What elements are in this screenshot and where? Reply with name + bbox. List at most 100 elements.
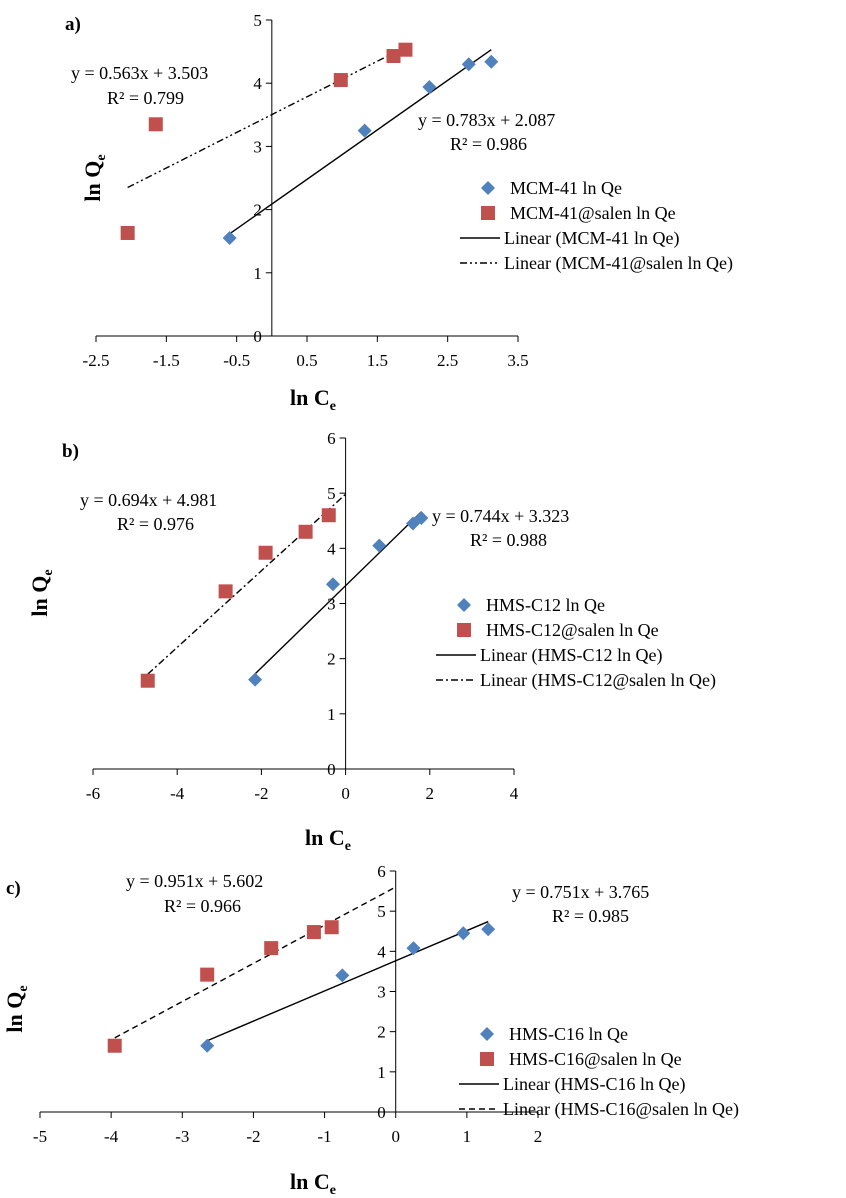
x-tick-label: 0 [341,784,350,803]
y-tick-label: 3 [327,595,336,614]
data-point-series-1 [484,54,499,69]
data-point-series-1 [357,123,372,138]
y-tick-label: 0 [377,1103,386,1122]
x-tick-label: 2 [534,1127,543,1146]
x-tick-label: -4 [104,1127,119,1146]
legend-marker [480,1027,494,1041]
y-tick-label: 5 [377,902,386,921]
data-point-series-1 [200,1038,215,1053]
data-point-series-2 [386,49,401,64]
trend-r2: R² = 0.799 [107,88,184,108]
trendline-series-1 [229,49,492,235]
legend-marker [481,206,495,220]
y-tick-label: 4 [253,74,262,93]
x-tick-label: -6 [86,784,100,803]
trend-equation: y = 0.951x + 5.602 [126,871,263,891]
data-point-series-1 [325,577,340,592]
data-point-series-2 [321,508,336,523]
data-point-series-2 [333,73,348,88]
x-tick-label: -5 [33,1127,47,1146]
x-tick-label: 4 [510,784,519,803]
data-point-series-1 [222,231,237,246]
chart-panel-2: -6 -4 -2 0 2 4 0 1 2 3 4 5 6 b) ln Ce ln Qe y = 0.744x +… [27,429,716,854]
data-point-series-2 [148,117,163,132]
chart-panel-3: -5 -4 -3 -2 -1 0 1 2 0 1 2 3 4 5 6 c) ln Ce ln Qe y = 0.75… [2,862,739,1198]
legend-entry: HMS-C16@salen ln Qe [509,1049,682,1069]
x-tick-label: -2 [246,1127,260,1146]
x-tick-label: -1.5 [153,351,180,370]
data-point-series-1 [422,79,437,94]
legend-marker [457,598,471,612]
y-tick-label: 5 [327,484,336,503]
trendline-series-2 [114,886,397,1039]
trendline-series-1 [206,920,489,1042]
y-tick-label: 3 [377,983,386,1002]
data-point-series-2 [107,1038,122,1053]
x-tick-label: 1 [463,1127,472,1146]
legend-entry: MCM-41@salen ln Qe [510,203,676,223]
legend-entry: Linear (MCM-41 ln Qe) [504,228,679,249]
y-tick-label: 1 [253,264,262,283]
legend-entry: Linear (HMS-C16@salen ln Qe) [503,1099,739,1120]
y-tick-label: 5 [253,11,262,30]
data-point-series-1 [481,922,496,937]
data-point-series-2 [200,967,215,982]
x-tick-label: 0 [391,1127,400,1146]
panel-label: c) [6,878,21,899]
trend-equation: y = 0.751x + 3.765 [512,882,649,902]
y-tick-label: 3 [253,137,262,156]
y-tick-label: 2 [377,1023,386,1042]
data-point-series-1 [248,672,263,687]
x-tick-label: -1 [317,1127,331,1146]
trendline-series-2 [127,46,406,189]
trend-r2: R² = 0.976 [117,514,194,534]
x-tick-label: 0.5 [296,351,317,370]
legend-entry: Linear (HMS-C12 ln Qe) [480,645,662,666]
data-point-series-2 [218,584,233,599]
legend-entry: Linear (HMS-C16 ln Qe) [503,1074,685,1095]
data-point-series-1 [406,941,421,956]
legend-marker [457,623,471,637]
data-point-series-2 [298,524,313,539]
y-axis-label: ln Qe [27,569,56,616]
data-point-series-1 [335,968,350,983]
trend-equation: y = 0.694x + 4.981 [80,490,217,510]
y-tick-label: 1 [327,705,336,724]
x-axis-label: ln Ce [290,385,336,414]
y-tick-label: 1 [377,1063,386,1082]
legend-entry: HMS-C12@salen ln Qe [486,620,659,640]
data-point-series-2 [258,545,273,560]
chart-panel-1: -2.5 -1.5 -0.5 0.5 1.5 2.5 3.5 0 1 2 3 4 5 a) ln Ce ln … [65,11,733,414]
data-point-series-2 [140,673,155,688]
data-point-series-1 [456,926,471,941]
trend-r2: R² = 0.966 [164,896,241,916]
legend-entry: HMS-C12 ln Qe [486,595,605,615]
y-tick-label: 6 [327,429,336,448]
x-tick-label: 2.5 [437,351,458,370]
trend-equation: y = 0.744x + 3.323 [432,506,569,526]
y-tick-label: 4 [377,942,386,961]
x-tick-label: 2 [426,784,435,803]
x-tick-label: 3.5 [507,351,528,370]
x-tick-label: 1.5 [367,351,388,370]
data-point-series-2 [324,920,339,935]
y-tick-label: 0 [253,327,262,346]
y-tick-label: 6 [377,862,386,881]
y-axis-label: ln Qe [80,154,109,201]
y-tick-label: 0 [327,760,336,779]
trend-equation: y = 0.783x + 2.087 [418,110,555,130]
x-tick-label: -0.5 [223,351,250,370]
trend-equation: y = 0.563x + 3.503 [71,63,208,83]
panel-label: a) [65,14,81,35]
trendline-series-1 [254,511,422,675]
y-tick-label: 2 [253,201,262,220]
trend-r2: R² = 0.985 [552,906,629,926]
trend-r2: R² = 0.988 [470,530,547,550]
y-axis-label: ln Qe [2,985,31,1032]
legend-entry: Linear (HMS-C12@salen ln Qe) [480,670,716,691]
y-tick-label: 2 [327,650,336,669]
data-point-series-1 [372,538,387,553]
legend-marker [480,1052,494,1066]
legend-entry: HMS-C16 ln Qe [509,1024,628,1044]
legend: HMS-C12 ln Qe HMS-C12@salen ln Qe Linear (… [436,595,716,691]
